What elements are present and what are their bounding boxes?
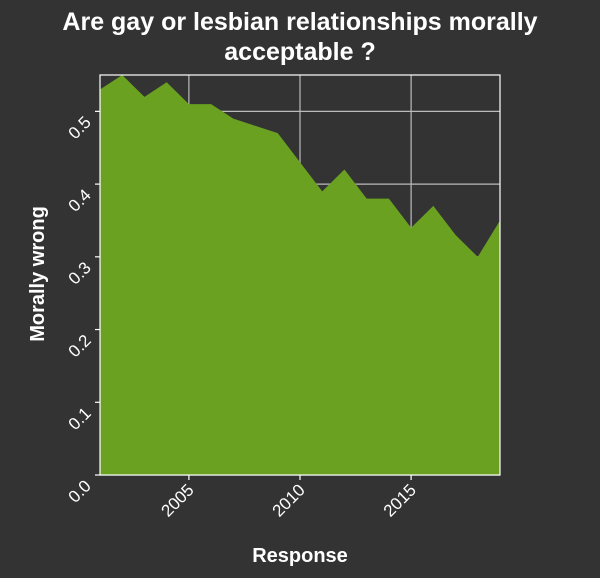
y-tick-label: 0.4 <box>65 185 95 215</box>
x-axis-label: Response <box>252 545 348 567</box>
chart-title-line-2: acceptable ? <box>224 38 375 66</box>
y-tick-label: 0.0 <box>65 476 95 506</box>
y-axis-ticks: 0.0 0.1 0.2 0.3 0.4 0.5 <box>65 110 100 507</box>
y-tick-label: 0.5 <box>65 113 95 143</box>
chart-title-line-1: Are gay or lesbian relationships morally <box>62 8 537 36</box>
plot-area <box>100 75 500 475</box>
x-tick-label: 2010 <box>269 480 309 520</box>
area-series-morally-wrong <box>100 75 500 475</box>
x-tick-label: 2015 <box>380 480 420 520</box>
y-tick-label: 0.1 <box>65 404 95 434</box>
y-axis-label: Morally wrong <box>27 206 49 342</box>
y-tick-label: 0.3 <box>65 258 95 288</box>
y-tick-label: 0.2 <box>65 331 95 361</box>
x-tick-label: 2005 <box>158 480 198 520</box>
x-axis-ticks: 2005 2010 2015 <box>158 475 420 521</box>
